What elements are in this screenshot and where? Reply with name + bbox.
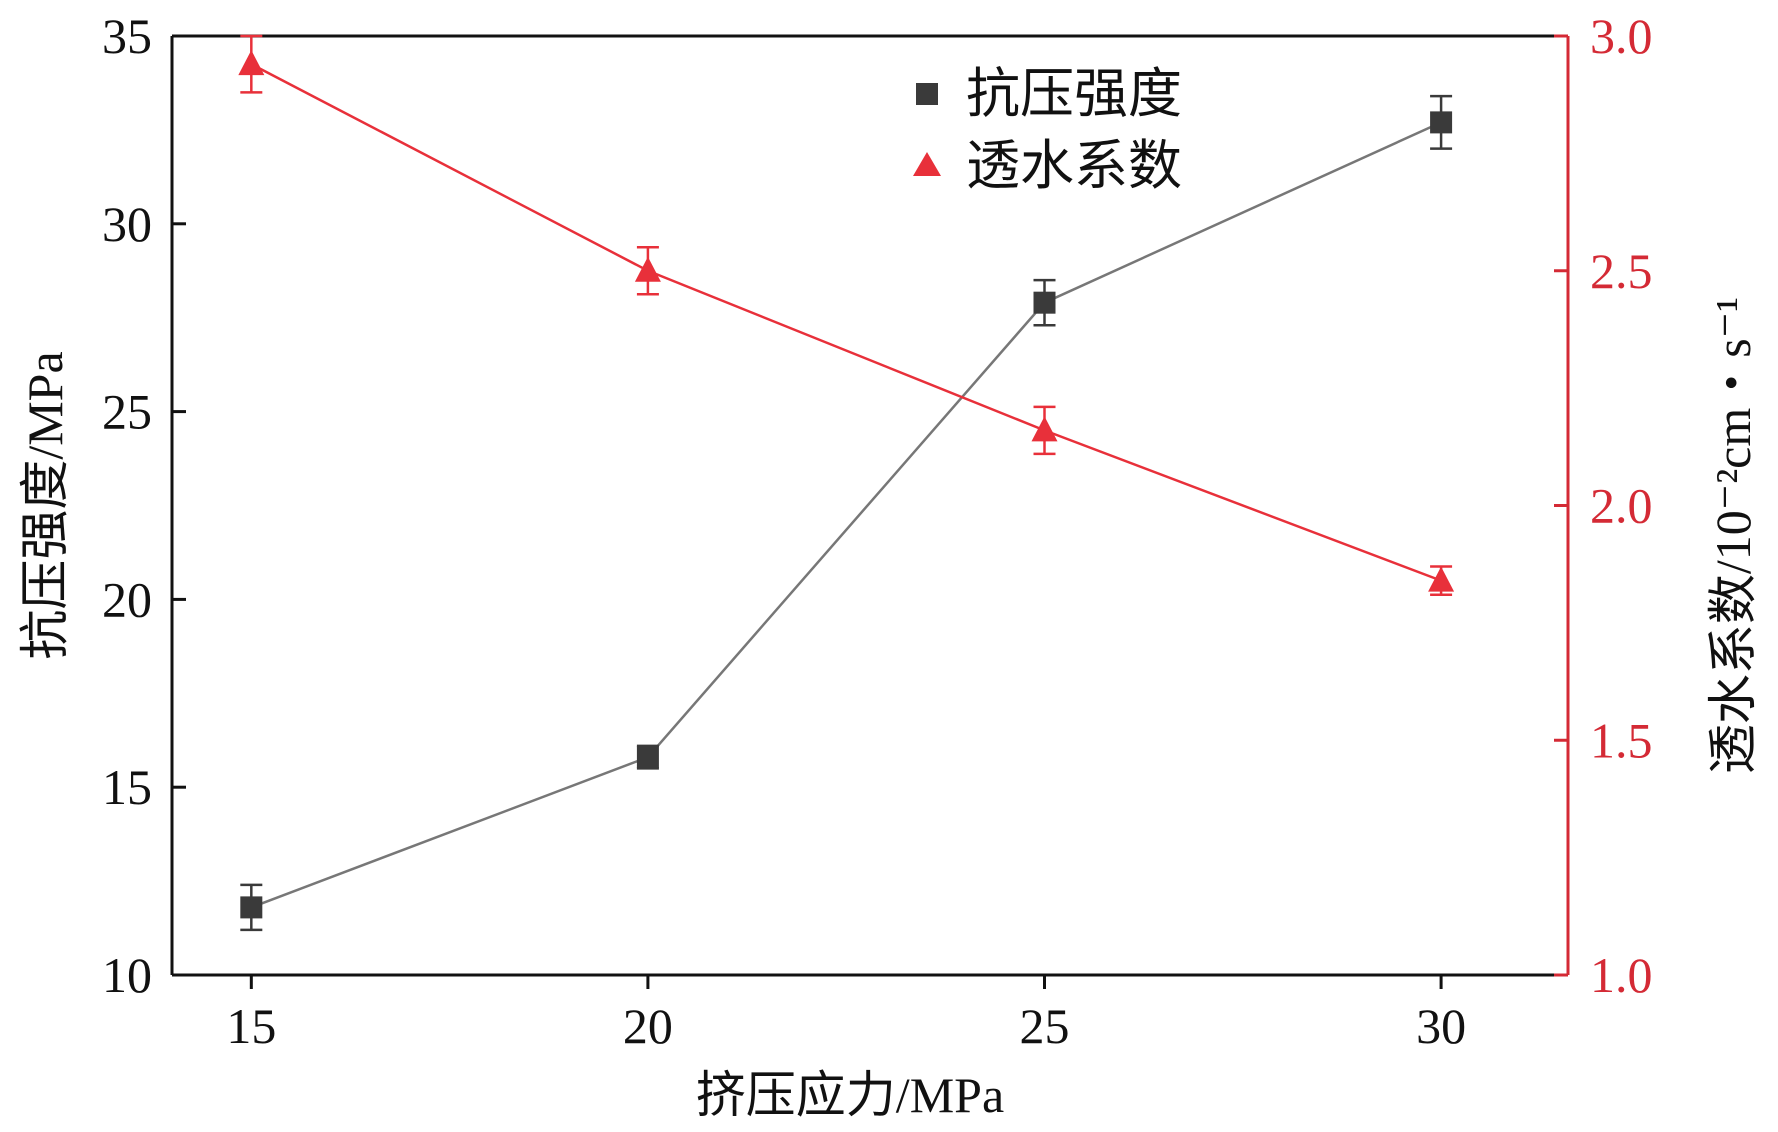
x-tick-label: 30 — [1416, 998, 1466, 1054]
legend-marker-compressive-strength — [916, 83, 938, 105]
data-point-square — [636, 746, 659, 769]
left-y-tick-label: 30 — [102, 196, 152, 252]
x-tick-label: 15 — [226, 998, 276, 1054]
left-y-tick-label: 10 — [102, 947, 152, 1003]
series-line — [250, 121, 1442, 909]
left-y-axis: 10 15 20 25 30 35 — [102, 8, 186, 1003]
left-y-axis-title: 抗压强度/MPa — [17, 351, 73, 659]
compressive-strength-series — [240, 94, 1453, 932]
left-y-tick-label: 20 — [102, 571, 152, 627]
data-point-triangle — [238, 50, 265, 76]
permeability-series — [238, 34, 1455, 596]
data-point-square — [1430, 111, 1453, 134]
data-point-triangle — [634, 256, 661, 282]
left-y-tick-label: 35 — [102, 8, 152, 64]
legend: 抗压强度 透水系数 — [913, 64, 1182, 196]
x-axis-title: 挤压应力/MPa — [696, 1067, 1004, 1123]
x-tick-label: 20 — [623, 998, 673, 1054]
legend-label-compressive-strength: 抗压强度 — [966, 64, 1182, 124]
series-line — [250, 63, 1442, 582]
x-tick-label: 25 — [1020, 998, 1070, 1054]
left-y-tick-label: 25 — [102, 384, 152, 440]
right-y-tick-label: 1.0 — [1590, 947, 1653, 1003]
data-point-triangle — [1428, 566, 1455, 592]
right-y-axis: 1.0 1.5 2.0 2.5 3.0 — [1554, 8, 1653, 1003]
data-point-triangle — [1031, 416, 1058, 442]
right-y-tick-label: 2.0 — [1590, 478, 1653, 534]
legend-marker-permeability — [913, 152, 941, 176]
x-axis: 15 20 25 30 — [226, 975, 1466, 1054]
data-point-square — [240, 896, 263, 919]
right-y-tick-label: 2.5 — [1590, 243, 1653, 299]
right-y-tick-label: 3.0 — [1590, 8, 1653, 64]
data-point-square — [1033, 291, 1056, 314]
plot-frame — [170, 34, 1570, 977]
right-y-axis-title: 透水系数/10⁻²cm・s⁻¹ — [1705, 297, 1761, 774]
right-y-tick-label: 1.5 — [1590, 712, 1653, 768]
left-y-tick-label: 15 — [102, 759, 152, 815]
legend-label-permeability: 透水系数 — [966, 136, 1182, 196]
